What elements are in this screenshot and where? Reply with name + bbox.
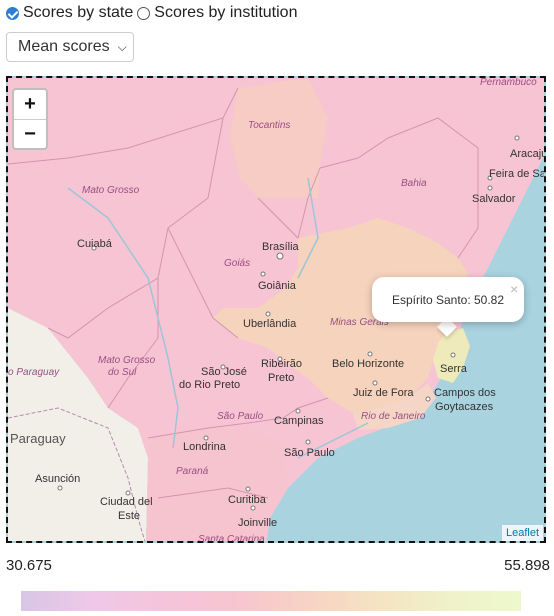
- city-label-sao-paulo: São Paulo: [284, 447, 335, 459]
- country-label-paraguay: Paraguay: [10, 431, 66, 446]
- city-label-campos-1: Campos dos: [434, 387, 496, 399]
- zoom-out-button[interactable]: −: [14, 119, 46, 148]
- radio-scores-by-state[interactable]: [6, 6, 19, 20]
- city-label-joinville: Joinville: [238, 517, 277, 529]
- country-border: [8, 407, 146, 541]
- city-label-ribeirao-2: Preto: [268, 372, 294, 384]
- state-rio-de-janeiro: [353, 383, 436, 430]
- state-popup: Espírito Santo: 50.82: [372, 277, 524, 322]
- state-label-mato-grosso-do-sul-2: do Sul: [108, 367, 137, 378]
- state-label-minas-gerais: Minas Gerais: [330, 317, 389, 328]
- paraguay-land: [8, 308, 148, 541]
- state-borders: [8, 87, 479, 499]
- choropleth-map[interactable]: Tocantins Bahia Mato Grosso Goiás Minas …: [6, 76, 546, 543]
- radio-label-state[interactable]: Scores by state: [23, 4, 134, 21]
- radio-scores-by-institution[interactable]: [137, 6, 151, 20]
- city-label-sao-jose-2: do Rio Preto: [179, 379, 240, 391]
- metric-select-value: Mean scores: [18, 38, 110, 55]
- state-parana: [146, 428, 288, 541]
- city-label-londrina: Londrina: [183, 441, 227, 453]
- rivers: [67, 177, 369, 459]
- city-label-salvador: Salvador: [472, 193, 516, 205]
- city-markers: [57, 135, 520, 511]
- state-label-goias: Goiás: [224, 258, 250, 269]
- state-label-mato-grosso: Mato Grosso: [82, 185, 140, 196]
- state-label-paraguay-region: o Paraguay: [8, 367, 60, 378]
- city-label-ribeirao-1: Ribeirão: [261, 358, 302, 370]
- state-label-rio-de-janeiro: Rio de Janeiro: [361, 411, 426, 422]
- chevron-down-icon: ⌵: [117, 39, 127, 54]
- city-label-curitiba: Curitiba: [228, 494, 267, 506]
- zoom-in-button[interactable]: +: [24, 93, 36, 115]
- city-label-ciudad-del-este-2: Este: [118, 510, 140, 522]
- state-label-santa-catarina: Santa Catarina: [198, 534, 265, 543]
- city-label-campinas: Campinas: [274, 415, 324, 427]
- city-label-aracaju: Aracaju: [510, 148, 546, 160]
- legend-colorbar: [21, 591, 521, 611]
- city-label-uberlandia: Uberlândia: [243, 318, 297, 330]
- city-label-serra: Serra: [440, 363, 468, 375]
- state-label-sao-paulo: São Paulo: [217, 411, 264, 422]
- city-label-brasilia: Brasília: [262, 241, 300, 253]
- view-toggle: Scores by state Scores by institution: [6, 3, 301, 23]
- city-label-asuncion: Asunción: [35, 473, 80, 485]
- legend-max: 55.898: [504, 557, 550, 574]
- state-label-bahia: Bahia: [401, 178, 427, 189]
- city-label-feira-de-santana: Feira de Santana: [489, 168, 546, 180]
- city-label-juiz-de-fora: Juiz de Fora: [353, 387, 414, 399]
- map-canvas: Tocantins Bahia Mato Grosso Goiás Minas …: [8, 78, 546, 543]
- leaflet-attribution-link[interactable]: Leaflet: [502, 525, 544, 541]
- city-label-ciudad-del-este-1: Ciudad del: [100, 496, 153, 508]
- metric-select[interactable]: Mean scores ⌵: [6, 32, 134, 62]
- state-label-tocantins: Tocantins: [248, 120, 290, 131]
- zoom-control: + −: [12, 88, 48, 150]
- state-label-mato-grosso-do-sul-1: Mato Grosso: [98, 355, 156, 366]
- popup-close-button[interactable]: ×: [510, 281, 519, 297]
- radio-label-institution[interactable]: Scores by institution: [154, 4, 298, 21]
- city-label-campos-2: Goytacazes: [435, 401, 494, 413]
- legend-min: 30.675: [6, 557, 52, 574]
- state-label-parana: Paraná: [176, 466, 209, 477]
- city-label-sao-jose-1: São José: [201, 366, 247, 378]
- state-label-pernambuco: Pernambuco: [480, 78, 537, 88]
- city-label-belo-horizonte: Belo Horizonte: [332, 358, 404, 370]
- popup-text: Espírito Santo: 50.82: [391, 292, 505, 307]
- city-label-cuiaba: Cuiabá: [77, 238, 113, 250]
- state-tocantins: [230, 78, 328, 198]
- state-minas-gerais: [213, 218, 468, 413]
- city-label-goiania: Goiânia: [258, 280, 297, 292]
